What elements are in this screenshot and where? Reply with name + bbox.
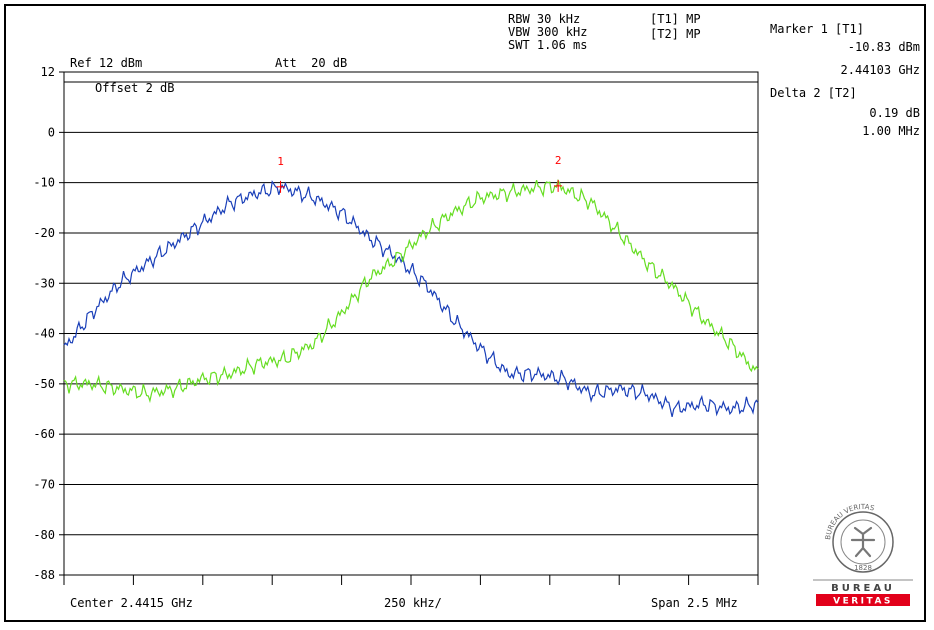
trace-t1 [63,180,759,418]
logo-band-bottom: VERITAS [833,597,893,607]
marker1-title: Marker 1 [T1] [770,22,864,36]
delta2-frequency: 1.00 MHz [862,124,920,138]
logo-figure [850,526,876,558]
delta2-title: Delta 2 [T2] [770,86,857,100]
swt-label: SWT 1.06 ms [508,38,588,52]
trace1-mode-label: [T1] MP [650,12,701,26]
logo-year: 1828 [854,564,872,572]
analyzer-screen-frame [4,4,926,622]
trace-t2 [63,178,759,404]
logo-seal-inner [840,519,886,565]
marker-2-label: 2 [555,154,562,167]
center-frequency-label: Center 2.4415 GHz [70,596,193,610]
rbw-label: RBW 30 kHz [508,12,581,26]
y-tick-label: -70 [33,477,55,491]
offset-label: Offset 2 dB [95,81,175,95]
logo-arc-text: BUREAU VERITAS [824,503,876,540]
span-label: Span 2.5 MHz [651,596,738,610]
y-tick-label: -40 [33,327,55,341]
marker1-frequency: 2.44103 GHz [840,63,920,77]
y-tick-label: -60 [33,427,55,441]
marker1-level: -10.83 dBm [847,40,920,54]
y-tick-label: -50 [33,377,55,391]
y-tick-label: 0 [48,125,55,139]
logo-red-band [816,594,910,606]
delta2-level: 0.19 dB [869,106,920,120]
vbw-label: VBW 300 kHz [508,25,588,39]
logo-seal-ring [832,511,894,573]
y-tick-label: -88 [33,568,55,582]
plot-border [63,71,759,576]
y-tick-label: 12 [41,65,55,79]
y-tick-label: -30 [33,276,55,290]
bureau-veritas-logo: BUREAU VERITAS 1828 BUREAU VERITAS [813,503,913,607]
division-label: 250 kHz/ [384,596,442,610]
y-tick-label: -10 [33,176,55,190]
y-tick-label: -80 [33,528,55,542]
y-tick-label: -20 [33,226,55,240]
trace2-mode-label: [T2] MP [650,27,701,41]
attenuation-label: Att 20 dB [275,56,348,70]
ref-level-label: Ref 12 dBm [70,56,143,70]
logo-band-top: BUREAU [831,583,895,594]
marker-1-label: 1 [277,155,284,168]
